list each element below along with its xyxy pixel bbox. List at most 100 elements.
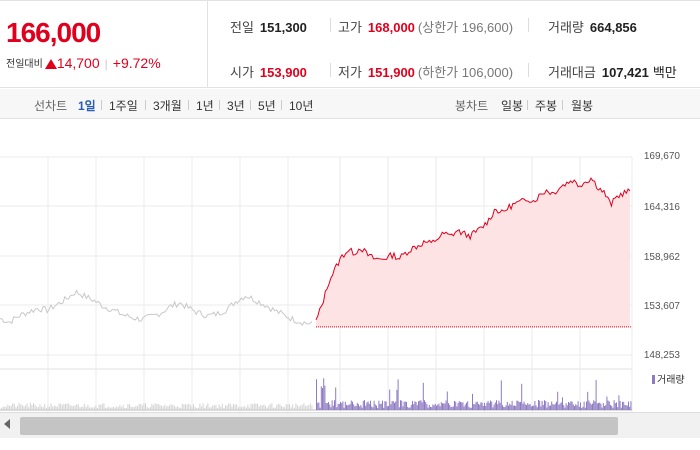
period-3m[interactable]: 3개월 [153, 99, 182, 113]
open-value: 153,900 [259, 65, 307, 80]
volume-bar-prev [309, 403, 311, 410]
volume-bar-prev [66, 403, 68, 410]
volume-bar-today [416, 405, 418, 410]
volume-bar-today [438, 403, 440, 410]
volume-bar-today [408, 407, 410, 410]
y-tick-2: 158,962 [643, 252, 680, 263]
volume-bar-today [487, 400, 489, 410]
volume-bar-today [527, 403, 529, 410]
volume-bar-today [584, 407, 586, 410]
period-daily[interactable]: 일봉 [501, 99, 524, 113]
volume-bar-today [377, 407, 379, 410]
volume-bar-prev [244, 406, 246, 410]
volume-bar-prev [68, 403, 70, 410]
volume-bar-prev [12, 403, 14, 410]
previous-day-line [0, 289, 313, 326]
volume-bar-prev [274, 407, 276, 410]
volume-bar-today [580, 402, 581, 410]
volume-bar-prev [300, 405, 302, 410]
volume-bar-prev [20, 404, 22, 410]
volume-bar-today [437, 404, 439, 410]
volume-bar-prev [284, 407, 286, 410]
volume-bar-today [445, 400, 447, 410]
volume-bar-today [529, 403, 531, 410]
volume-bar-prev [95, 405, 97, 410]
volume-bar-prev [23, 406, 25, 410]
period-weekly[interactable]: 주봉 [535, 99, 558, 113]
low-label: 저가 [338, 65, 362, 80]
volume-bar-prev [213, 405, 215, 410]
volume-bar-today [367, 401, 369, 410]
volume-bar-today [560, 402, 562, 410]
volume-bar-prev [229, 403, 231, 410]
volume-bar-today [473, 403, 475, 410]
volume-bar-today [361, 407, 363, 410]
volume-bar-prev [268, 405, 270, 410]
volume-bar-today [432, 404, 434, 410]
volume-bar-prev [148, 407, 150, 410]
volume-bar-today [467, 401, 469, 410]
volume-bar-prev [260, 405, 262, 410]
volume-bar-today [511, 400, 513, 410]
volume-bar-prev [205, 405, 207, 410]
volume-bar-today [541, 400, 543, 410]
volume-bar-today [599, 402, 601, 410]
volume-bar-today [462, 402, 464, 410]
volume-bar-today [602, 403, 604, 410]
volume-bar-prev [250, 403, 252, 410]
scroll-left-arrow-icon[interactable] [4, 419, 10, 429]
volume-bar-prev [154, 403, 156, 410]
volume-bar-today [500, 380, 502, 410]
volume-bar-today [455, 401, 457, 410]
change-value: 14,700 [56, 55, 100, 71]
scroll-thumb[interactable] [20, 417, 618, 435]
period-3y[interactable]: 3년 [227, 99, 245, 113]
volume-bar-prev [44, 403, 46, 410]
period-10y[interactable]: 10년 [289, 99, 314, 113]
volume-bar-today [542, 404, 544, 410]
volume-bar-prev [5, 406, 7, 410]
period-5y[interactable]: 5년 [258, 99, 276, 113]
volume-bar-today [607, 400, 609, 410]
volume-bar-prev [37, 407, 39, 410]
volume-bar-today [547, 402, 549, 410]
volume-bar-today [601, 407, 603, 410]
period-1d[interactable]: 1일 [78, 99, 96, 113]
volume-bar-today [425, 401, 427, 410]
volume-bar-today [486, 402, 488, 410]
period-1w[interactable]: 1주일 [109, 99, 138, 113]
volume-bar-today [521, 383, 523, 410]
period-1y[interactable]: 1년 [196, 99, 214, 113]
volume-bar-today [379, 404, 381, 410]
volume-bar-prev [13, 403, 15, 410]
volume-bar-today [498, 400, 500, 410]
period-monthly[interactable]: 월봉 [571, 99, 594, 113]
volume-bar-today [343, 407, 345, 410]
volume-bar-prev [165, 406, 167, 410]
volume-bar-prev [53, 405, 55, 410]
volume-bar-today [625, 405, 627, 410]
volume-bar-prev [15, 407, 17, 410]
volume-bar-prev [245, 407, 247, 410]
volume-bar-today [335, 387, 337, 410]
volume-bar-today [328, 402, 329, 410]
volume-bar-prev [101, 403, 103, 410]
volume-bar-today [407, 406, 409, 410]
period-toolbar: 선차트 1일 1주일 3개월 1년 3년 5년 10년 봉차트 일봉 주봉 월봉 [0, 89, 700, 119]
volume-bar-today [424, 400, 425, 410]
volume-bar-prev [164, 404, 166, 410]
volume-bar-today [590, 404, 592, 410]
volume-bar-prev [47, 405, 49, 410]
volume-bar-today [324, 385, 326, 410]
volume-bar-prev [289, 404, 290, 410]
volume-bar-prev [55, 405, 57, 410]
volume-bar-today [342, 401, 344, 410]
volume-bar-today [577, 401, 579, 410]
volume-bar-today [558, 404, 560, 410]
volume-bar-prev [290, 407, 292, 410]
volume-bar-prev [180, 407, 182, 410]
volume-bar-today [606, 396, 608, 410]
chart-scrollbar[interactable] [0, 412, 700, 438]
change-percent: +9.72% [112, 55, 161, 71]
volume-bar-today [346, 404, 347, 410]
